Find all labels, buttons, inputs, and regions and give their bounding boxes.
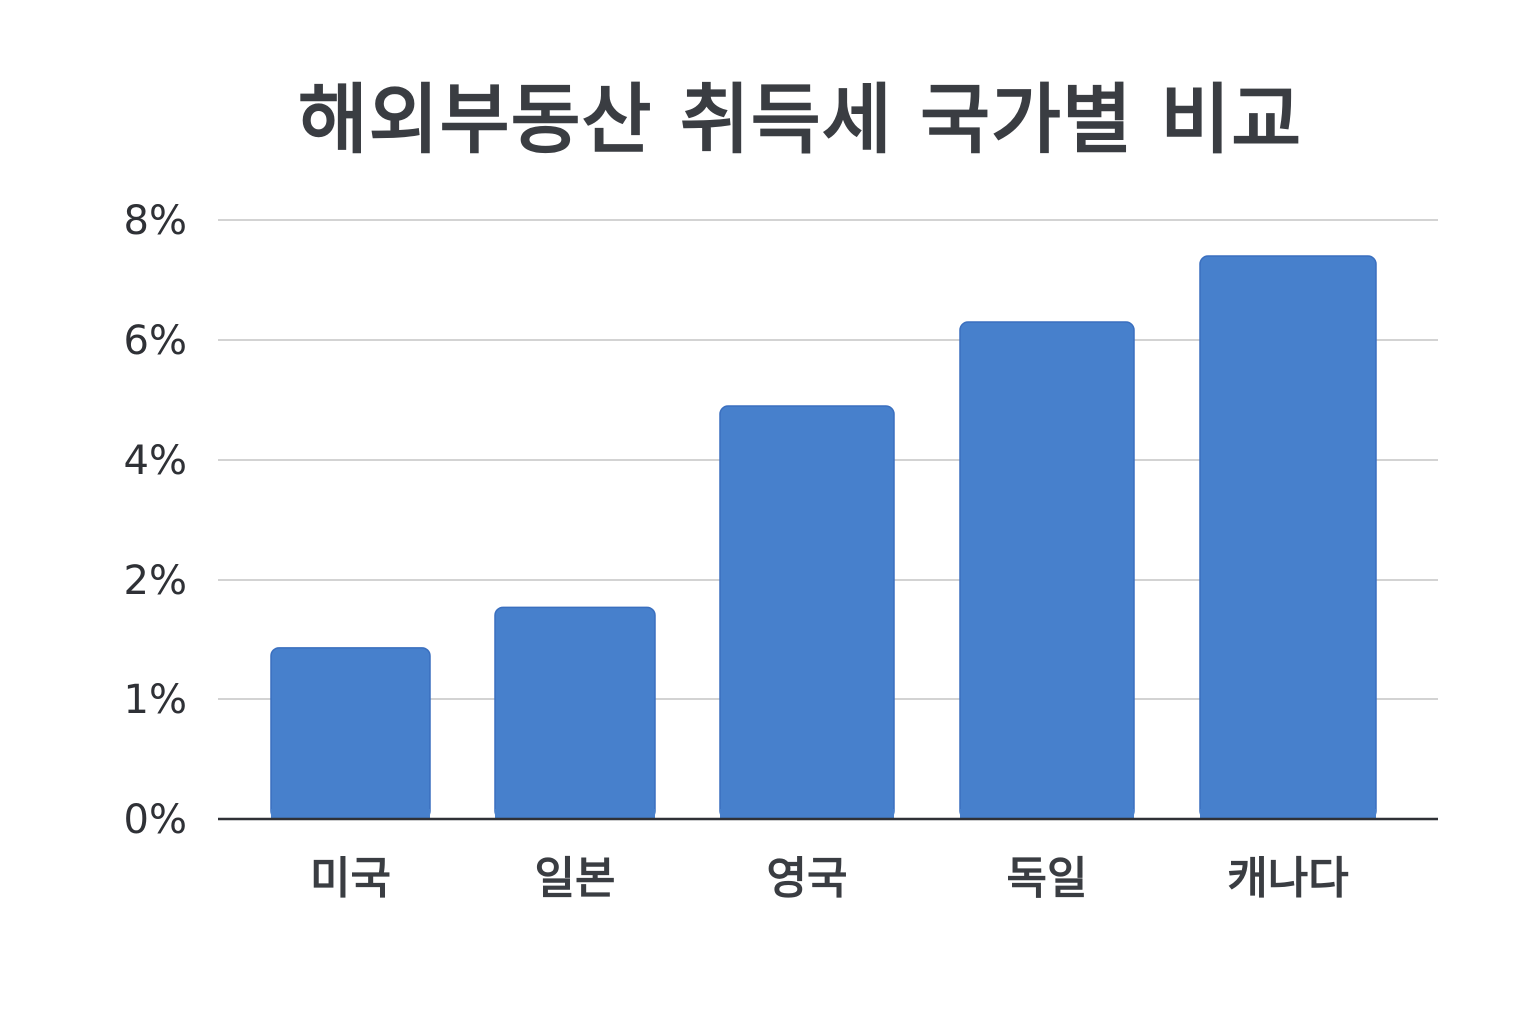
- bar-base-1: [495, 809, 655, 819]
- x-tick-label: 영국: [767, 853, 848, 904]
- x-tick-label: 일본: [535, 853, 616, 904]
- y-tick-label: 2%: [124, 558, 187, 604]
- bar-1: [494, 606, 656, 820]
- bar-base-0: [271, 809, 430, 819]
- bar-base-2: [720, 809, 894, 819]
- y-tick-label: 8%: [124, 198, 187, 244]
- bar-0: [270, 647, 431, 820]
- x-axis-ticks: 미국 일본 영국 독일 캐나다: [310, 853, 1349, 904]
- bar-base-3: [960, 809, 1134, 819]
- y-tick-label: 0%: [124, 797, 187, 843]
- y-axis-ticks: 0% 1% 2% 4% 6% 8%: [124, 198, 187, 843]
- bars: [270, 255, 1377, 820]
- bar-4: [1199, 255, 1377, 820]
- y-tick-label: 6%: [124, 318, 187, 364]
- bar-3: [959, 321, 1135, 820]
- bar-base-4: [1200, 809, 1376, 819]
- y-tick-label: 1%: [124, 677, 187, 723]
- x-tick-label: 캐나다: [1227, 853, 1348, 904]
- x-tick-label: 미국: [310, 853, 391, 904]
- chart-title: 해외부동산 취득세 국가별 비교: [297, 75, 1303, 164]
- y-tick-label: 4%: [124, 438, 187, 484]
- x-tick-label: 독일: [1007, 853, 1088, 904]
- bar-2: [719, 405, 895, 820]
